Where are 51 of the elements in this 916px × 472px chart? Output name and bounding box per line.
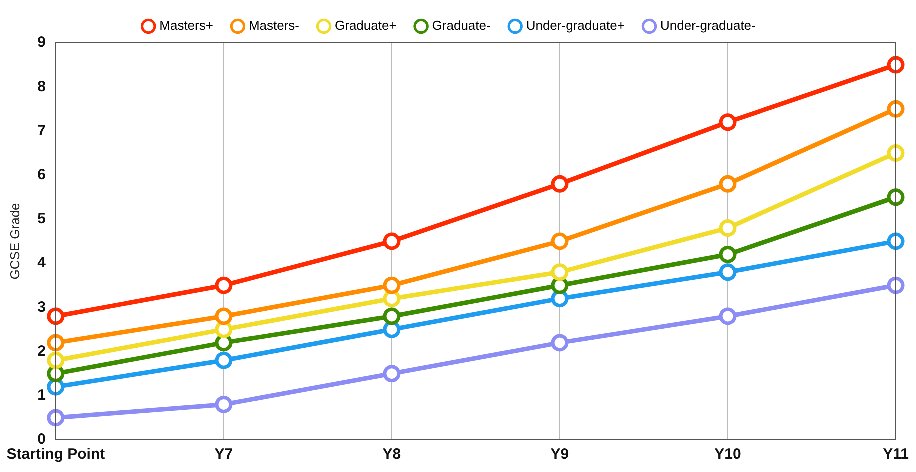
point <box>719 220 737 238</box>
point <box>887 100 905 118</box>
y-tick-label: 2 <box>38 342 46 360</box>
y-tick-label: 5 <box>38 210 46 228</box>
x-tick-label: Y10 <box>714 446 742 464</box>
point <box>719 246 737 264</box>
legend-label: Masters- <box>248 18 300 34</box>
point <box>551 264 569 282</box>
point <box>551 175 569 193</box>
point <box>887 144 905 162</box>
point <box>47 352 65 370</box>
point <box>719 264 737 282</box>
point <box>551 232 569 250</box>
y-axis-title: GCSE Grade <box>7 203 22 280</box>
point <box>719 175 737 193</box>
x-tick-label: Y7 <box>214 446 234 464</box>
point <box>719 308 737 326</box>
x-tick-label: Y9 <box>550 446 570 464</box>
legend-label: Graduate- <box>432 18 491 34</box>
y-tick-label: 1 <box>38 387 46 404</box>
legend-label: Masters+ <box>160 18 214 34</box>
y-tick-label: 0 <box>38 431 46 448</box>
x-tick-label: Starting Point <box>6 446 106 464</box>
point <box>383 276 401 294</box>
point <box>215 276 233 294</box>
point <box>887 276 905 294</box>
y-tick-label: 4 <box>38 254 47 272</box>
point <box>47 308 65 326</box>
point <box>383 308 401 326</box>
point <box>47 334 65 352</box>
legend-label: Graduate+ <box>335 18 397 34</box>
y-tick-label: 3 <box>38 298 46 316</box>
point <box>551 334 569 352</box>
point <box>215 352 233 370</box>
y-tick-label: 8 <box>38 78 46 96</box>
y-tick-label: 7 <box>38 122 46 140</box>
legend-label: Under-graduate+ <box>526 18 625 34</box>
point <box>383 232 401 250</box>
point <box>887 56 905 74</box>
point <box>215 396 233 414</box>
x-tick-label: Y8 <box>382 446 402 464</box>
y-tick-label: 9 <box>38 34 46 52</box>
y-tick-label: 6 <box>38 166 46 184</box>
x-tick-label: Y11 <box>883 446 909 464</box>
legend-label: Under-graduate- <box>660 18 756 34</box>
point <box>215 308 233 326</box>
point <box>47 409 65 427</box>
point <box>887 188 905 206</box>
point <box>383 365 401 383</box>
point <box>719 114 737 132</box>
point <box>887 232 905 250</box>
